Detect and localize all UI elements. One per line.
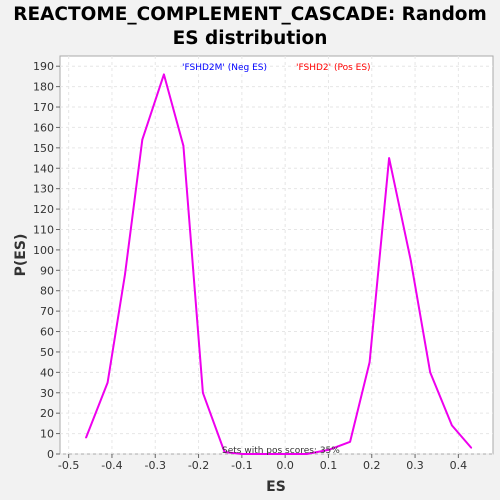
y-tick-label: 190 (33, 60, 54, 73)
series-group (85, 73, 473, 455)
data-point (388, 157, 390, 159)
data-point (327, 449, 330, 451)
y-tick-label: 50 (40, 346, 54, 359)
data-point (429, 371, 432, 374)
plot-area (59, 55, 494, 455)
es-distribution-line (85, 73, 473, 455)
x-tick-label: 0.1 (320, 459, 338, 472)
y-tick-label: 110 (33, 223, 54, 236)
y-axis-title: P(ES) (13, 234, 29, 277)
y-tick-label: 90 (40, 264, 54, 277)
data-point (306, 453, 308, 455)
y-tick-label: 20 (40, 407, 54, 420)
y-tick-label: 120 (33, 203, 54, 216)
x-tick-label: 0.0 (276, 459, 294, 472)
data-point (141, 138, 144, 141)
chart-title-line2: ES distribution (172, 28, 328, 49)
x-tick-label: -0.1 (231, 459, 252, 472)
y-tick-label: 100 (33, 244, 54, 257)
x-axis-title: ES (266, 479, 286, 495)
data-point (470, 447, 473, 449)
y-tick-label: 130 (33, 183, 54, 196)
y-tick-label: 30 (40, 387, 54, 400)
data-point (85, 436, 87, 439)
data-point (163, 73, 165, 76)
data-point (349, 440, 351, 443)
y-tick-label: 60 (40, 326, 54, 339)
data-point (409, 259, 412, 261)
y-axis-ticks: 0 10 20 30 40 50 60 70 80 90 100 110 120 130 140 150 160… (33, 60, 60, 461)
data-point (241, 453, 243, 455)
data-point (106, 381, 109, 384)
x-tick-label: 0.4 (450, 459, 468, 472)
x-tick-label: 0.3 (406, 459, 424, 472)
y-tick-label: 150 (33, 142, 54, 155)
y-tick-label: 180 (33, 81, 54, 94)
x-tick-label: -0.2 (188, 459, 209, 472)
y-tick-label: 140 (33, 162, 54, 175)
x-axis-ticks: -0.5 -0.4 -0.3 -0.2 -0.1 0.0 0.1 0.2 0.3 0.4 (58, 454, 467, 472)
y-tick-label: 70 (40, 305, 54, 318)
legend-pos-es: 'FSHD2' (Pos ES) (296, 63, 371, 73)
data-point (124, 273, 126, 276)
y-tick-label: 0 (47, 448, 54, 461)
data-point (182, 145, 185, 147)
data-point (202, 391, 204, 394)
data-point (368, 361, 371, 363)
legend-neg-es: 'FSHD2M' (Neg ES) (182, 63, 267, 73)
data-point (451, 424, 453, 427)
chart-title: REACTOME_COMPLEMENT_CASCADE: Random ES d… (0, 3, 500, 51)
data-point (223, 451, 226, 453)
x-tick-label: -0.5 (58, 459, 79, 472)
y-tick-label: 40 (40, 366, 54, 379)
x-tick-label: -0.3 (145, 459, 166, 472)
y-tick-label: 170 (33, 101, 54, 114)
chart-title-line1: REACTOME_COMPLEMENT_CASCADE: Random (13, 4, 487, 25)
data-point (262, 453, 265, 455)
data-point (284, 453, 286, 455)
x-tick-label: -0.4 (101, 459, 122, 472)
y-tick-label: 160 (33, 121, 54, 134)
y-tick-label: 10 (40, 428, 54, 441)
y-tick-label: 80 (40, 285, 54, 298)
pos-scores-annotation: Sets with pos scores: 35% (222, 446, 340, 456)
x-tick-label: 0.2 (363, 459, 381, 472)
